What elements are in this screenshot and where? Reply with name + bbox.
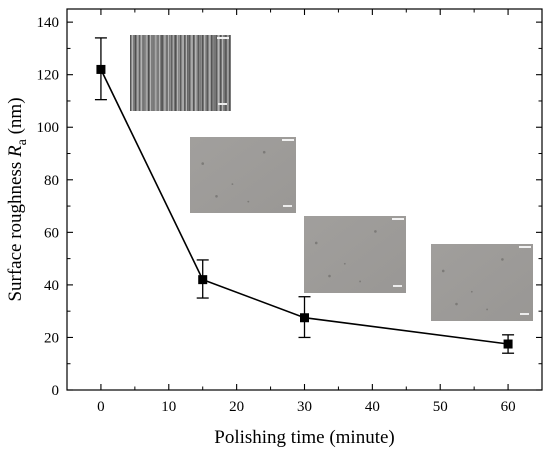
inset-image-1 bbox=[130, 35, 231, 111]
inset-speck bbox=[374, 230, 377, 233]
inset-scale-bar bbox=[218, 103, 227, 105]
x-tick-label: 10 bbox=[161, 399, 176, 415]
y-axis: 0 20 40 60 80 100 120 140 bbox=[37, 15, 542, 399]
inset-speck bbox=[455, 302, 458, 306]
data-point bbox=[198, 275, 208, 285]
inset-speck bbox=[486, 308, 488, 311]
y-tick-label: 80 bbox=[44, 173, 59, 189]
data-point bbox=[300, 313, 309, 323]
x-tick-label: 20 bbox=[229, 399, 244, 415]
x-tick-label: 60 bbox=[501, 399, 516, 415]
inset-speck bbox=[262, 150, 266, 154]
inset-scale-bar bbox=[282, 139, 294, 141]
y-tick-label: 0 bbox=[52, 383, 60, 399]
y-axis-title-main: Surface roughness bbox=[5, 157, 26, 302]
inset-speck bbox=[314, 241, 318, 245]
inset-speck bbox=[231, 183, 234, 186]
inset-speck bbox=[501, 258, 504, 261]
x-tick-label: 0 bbox=[97, 399, 105, 415]
y-axis-title-symbol: R bbox=[5, 145, 26, 158]
y-tick-label: 100 bbox=[37, 120, 60, 136]
y-tick-label: 40 bbox=[44, 278, 59, 294]
inset-speck bbox=[343, 262, 346, 265]
y-tick-label: 60 bbox=[44, 225, 59, 241]
x-tick-label: 40 bbox=[365, 399, 380, 415]
inset-shading bbox=[431, 244, 533, 321]
inset-speck bbox=[215, 194, 218, 198]
data-series bbox=[94, 37, 515, 354]
inset-speck bbox=[201, 162, 205, 165]
inset-scale-bar bbox=[392, 218, 404, 220]
x-axis: 0 10 20 30 40 50 60 bbox=[66, 9, 543, 415]
inset-shading bbox=[304, 216, 406, 293]
inset-shading bbox=[190, 137, 296, 213]
data-point bbox=[96, 64, 106, 74]
inset-scale-bar bbox=[393, 285, 402, 287]
inset-image-4 bbox=[431, 244, 533, 321]
y-tick-label: 120 bbox=[37, 68, 60, 84]
inset-speck bbox=[247, 200, 250, 203]
inset-scale-bar bbox=[519, 246, 531, 248]
inset-scale-bar bbox=[283, 205, 292, 207]
x-tick-label: 30 bbox=[297, 399, 312, 415]
y-axis-title-subscript: a bbox=[15, 138, 30, 145]
inset-speck bbox=[470, 290, 473, 293]
y-axis-title: Surface roughness Ra (nm) bbox=[5, 97, 30, 301]
inset-image-3 bbox=[304, 216, 406, 293]
micrograph-insets bbox=[130, 35, 533, 321]
data-point bbox=[503, 339, 513, 349]
inset-texture-overlay bbox=[130, 35, 231, 111]
inset-speck bbox=[328, 274, 331, 278]
y-tick-label: 20 bbox=[44, 330, 59, 346]
y-axis-title-unit: (nm) bbox=[5, 97, 26, 139]
inset-scale-bar bbox=[520, 313, 529, 315]
inset-image-2 bbox=[190, 137, 296, 213]
y-tick-label: 140 bbox=[37, 15, 60, 31]
inset-speck bbox=[359, 280, 361, 283]
inset-scale-bar bbox=[217, 37, 229, 39]
x-tick-label: 50 bbox=[433, 399, 448, 415]
series-line bbox=[100, 69, 509, 345]
x-axis-title: Polishing time (minute) bbox=[214, 427, 395, 448]
inset-speck bbox=[441, 269, 445, 273]
